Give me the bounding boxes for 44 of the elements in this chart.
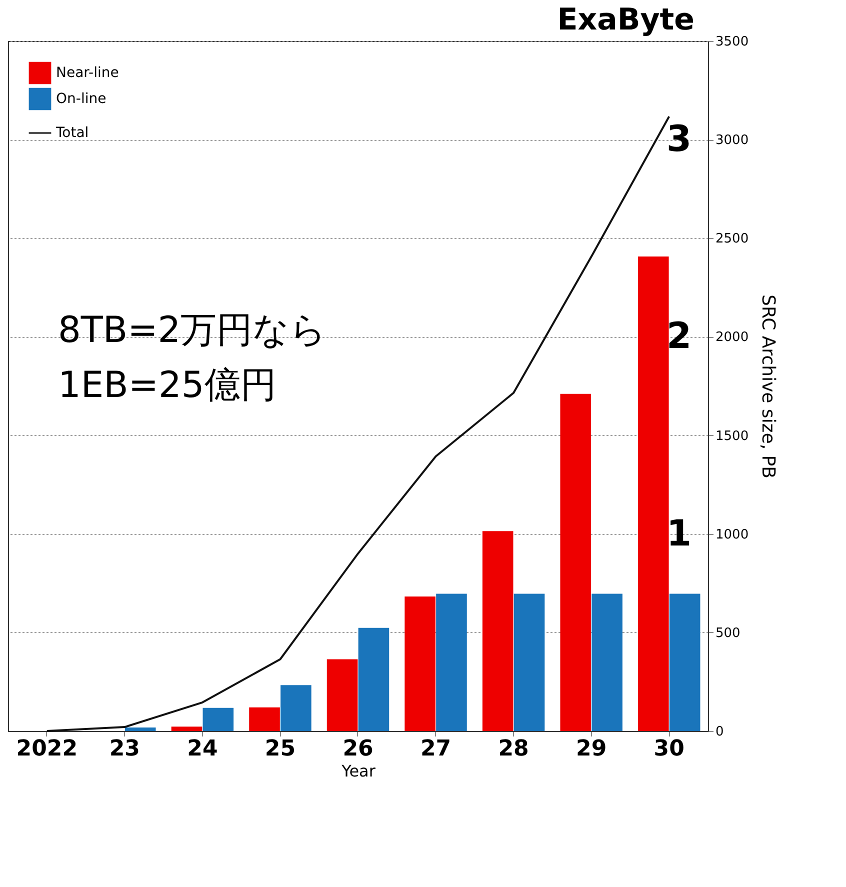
- line-series: [46, 116, 670, 732]
- x-tick-label: 23: [109, 736, 140, 762]
- y-tick-label: 1500: [716, 428, 749, 444]
- annotation: 1EB=25億円: [58, 365, 276, 406]
- annotation: 8TB=2万円なら: [58, 310, 327, 351]
- x-tick-label: 27: [420, 736, 452, 762]
- y2-tick-label: 1: [666, 513, 692, 554]
- bar: [514, 594, 545, 731]
- y-tick-label: 0: [716, 724, 724, 740]
- x-axis-title: Year: [340, 762, 376, 780]
- bar: [249, 707, 280, 731]
- bar: [560, 394, 592, 731]
- y2-tick-label: 3: [666, 119, 692, 160]
- bar: [669, 594, 700, 731]
- x-tick-label: 25: [264, 736, 296, 762]
- legend-label: Near-line: [56, 65, 119, 81]
- y-tick-label: 1000: [716, 527, 749, 542]
- y-tick-label: 2500: [716, 232, 749, 247]
- y-tick-label: 500: [716, 626, 740, 641]
- bar: [202, 708, 234, 731]
- legend-label: Total: [55, 125, 89, 141]
- bar: [482, 531, 514, 731]
- bar: [436, 594, 467, 731]
- x-tick-label: 28: [498, 736, 529, 762]
- y2-tick-label: 2: [666, 316, 692, 358]
- x-tick-label: 24: [187, 736, 218, 762]
- y-tick-label: 3500: [716, 34, 749, 50]
- bar: [404, 596, 436, 731]
- bar: [326, 659, 358, 731]
- bar: [280, 685, 312, 731]
- bar: [638, 256, 669, 731]
- y-axis-title: SRC Archive size, PB: [758, 294, 779, 478]
- bar: [358, 628, 390, 731]
- x-tick-label: 30: [654, 736, 684, 762]
- y-tick-label: 2000: [716, 330, 749, 346]
- bar: [124, 727, 156, 731]
- x-tick-label: 2022: [16, 736, 78, 762]
- x-tick-label: 29: [576, 736, 607, 762]
- bar: [171, 726, 202, 731]
- y-tick-label: 3000: [716, 133, 749, 148]
- x-tick-label: 26: [342, 736, 374, 762]
- legend-label: On-line: [56, 91, 106, 107]
- bar: [592, 594, 622, 731]
- y2-axis-title: ExaByte: [557, 2, 694, 38]
